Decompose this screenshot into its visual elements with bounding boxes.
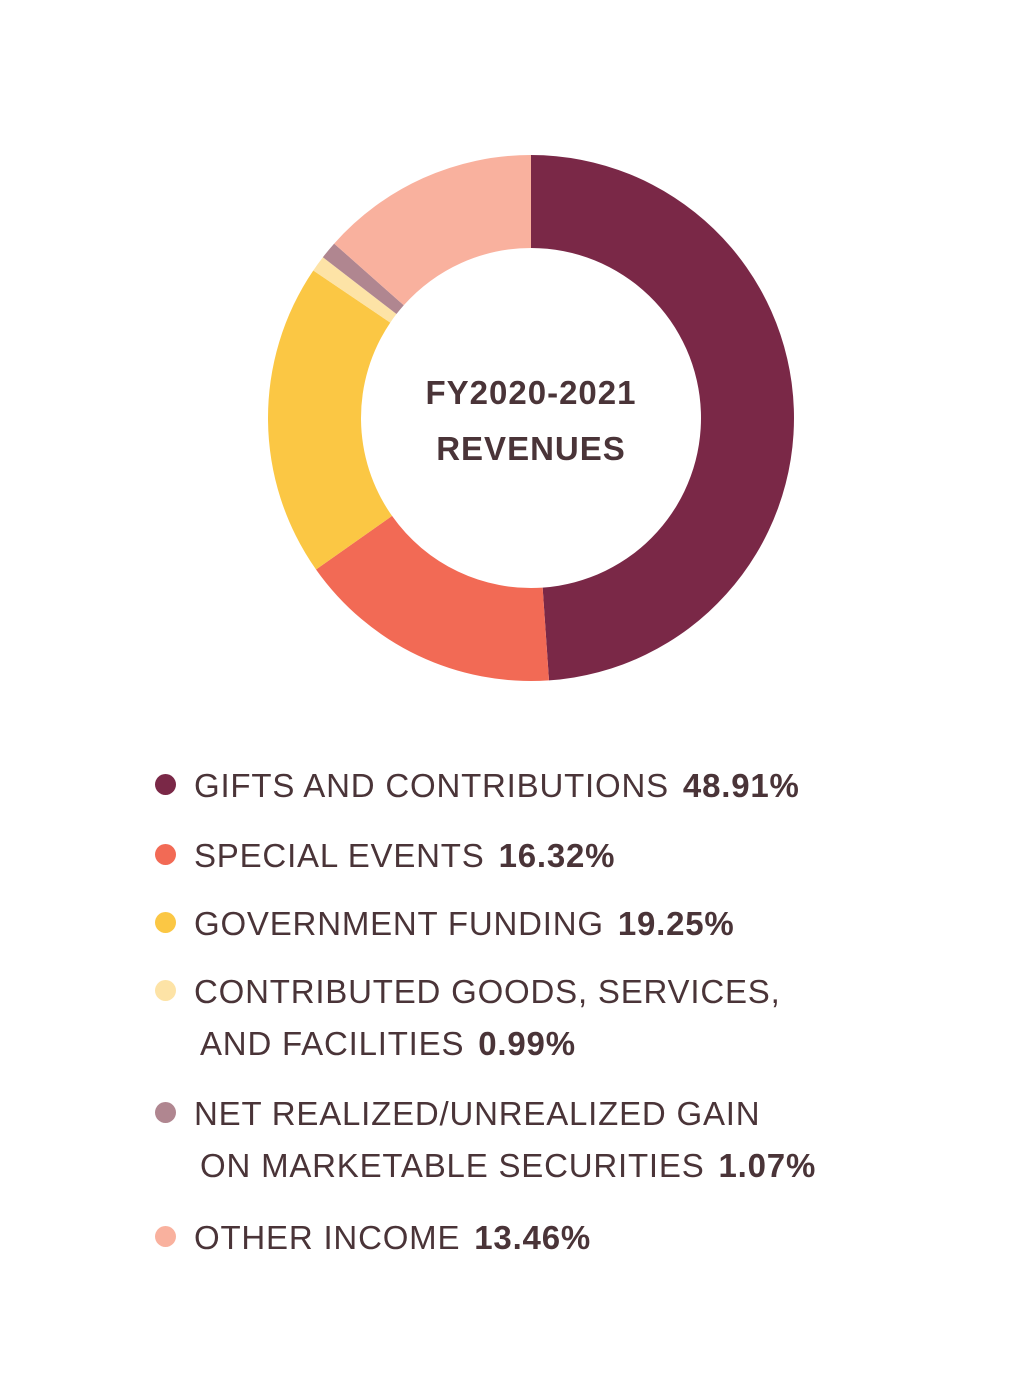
legend-item-contributed-goods: CONTRIBUTED GOODS, SERVICES, AND FACILIT… xyxy=(150,966,970,1070)
legend-value: 48.91% xyxy=(682,767,800,804)
donut-slice-government-funding xyxy=(268,270,393,570)
donut-slice-net-realized-unrealized-gain-on-marketable-securities xyxy=(322,243,404,315)
legend-label: GOVERNMENT FUNDING xyxy=(194,905,604,942)
legend-value: 0.99% xyxy=(478,1025,576,1062)
donut-slice-special-events xyxy=(316,515,549,681)
legend-item-gifts-and-contributions: GIFTS AND CONTRIBUTIONS 48.91% xyxy=(150,760,970,812)
legend-value: 13.46% xyxy=(474,1219,592,1256)
legend-item-other-income: OTHER INCOME 13.46% xyxy=(150,1212,970,1264)
donut-slice-contributed-goods-services-and-facilities xyxy=(313,257,397,323)
legend-swatch xyxy=(155,912,176,933)
legend-value: 1.07% xyxy=(718,1147,817,1184)
donut-slice-gifts-and-contributions xyxy=(531,155,794,681)
legend-label: GIFTS AND CONTRIBUTIONS xyxy=(194,767,669,804)
legend-swatch xyxy=(155,980,176,1001)
legend-item-net-gain-securities: NET REALIZED/UNREALIZED GAIN ON MARKETAB… xyxy=(150,1088,970,1192)
legend-label: NET REALIZED/UNREALIZED GAIN xyxy=(194,1095,761,1132)
legend-label: OTHER INCOME xyxy=(194,1219,461,1256)
legend-label-continued: ON MARKETABLE SECURITIES xyxy=(200,1147,705,1184)
donut-slices xyxy=(268,155,794,681)
legend-label-continued: AND FACILITIES xyxy=(200,1025,465,1062)
legend-item-government-funding: GOVERNMENT FUNDING 19.25% xyxy=(150,898,970,950)
chart-title-line-1: FY2020-2021 xyxy=(426,374,637,411)
donut-chart: FY2020-2021 REVENUES xyxy=(268,155,794,681)
legend-item-special-events: SPECIAL EVENTS 16.32% xyxy=(150,830,970,882)
legend-swatch xyxy=(155,1102,176,1123)
donut-slice-other-income xyxy=(334,155,531,306)
legend-value: 19.25% xyxy=(617,905,735,942)
legend-label: SPECIAL EVENTS xyxy=(194,837,485,874)
legend-label: CONTRIBUTED GOODS, SERVICES, xyxy=(194,973,781,1010)
legend-swatch xyxy=(155,1226,176,1247)
chart-title-line-2: REVENUES xyxy=(436,430,626,467)
legend-swatch xyxy=(155,844,176,865)
legend-value: 16.32% xyxy=(498,837,616,874)
legend-swatch xyxy=(155,774,176,795)
